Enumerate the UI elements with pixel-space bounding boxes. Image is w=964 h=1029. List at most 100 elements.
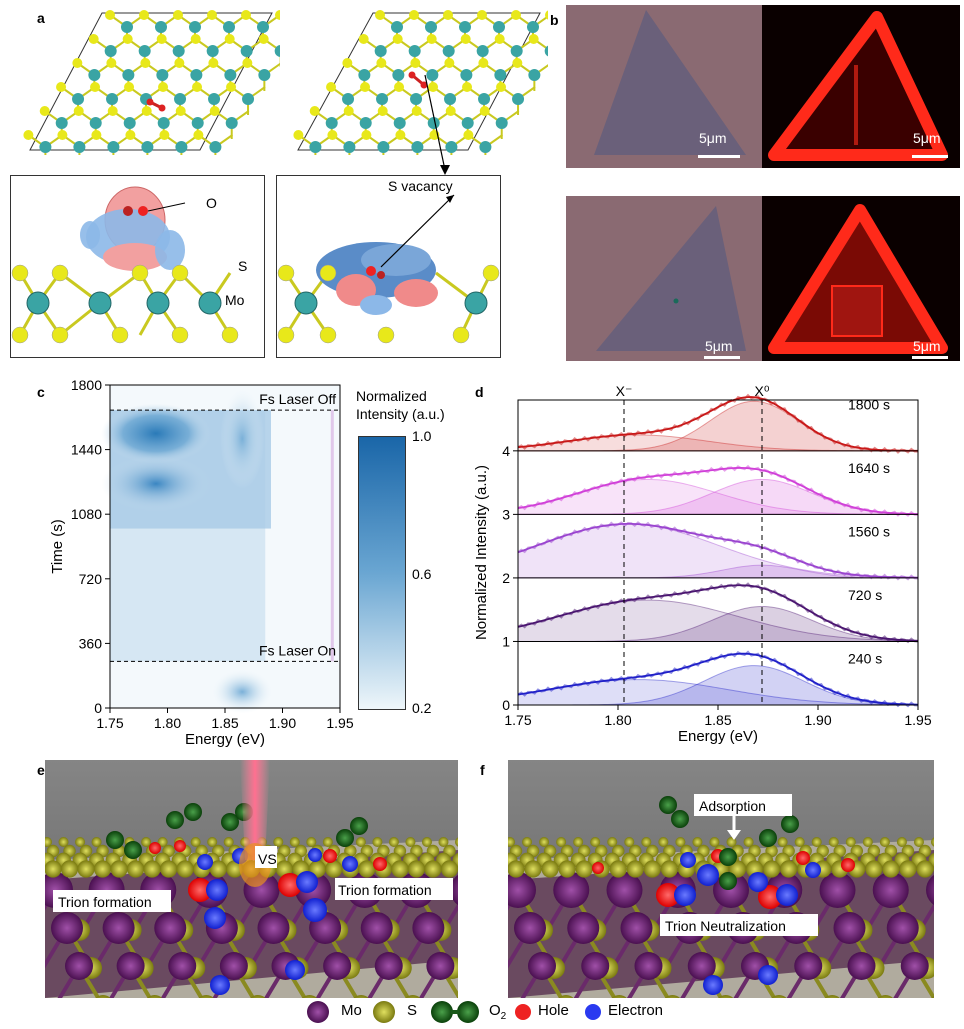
heatmap-edge-strip xyxy=(330,410,334,662)
x-tick-label: 1.90 xyxy=(804,712,831,728)
o2-atom xyxy=(719,848,737,866)
electron xyxy=(342,856,358,872)
hole xyxy=(323,849,337,863)
s-sphere-top xyxy=(709,837,720,847)
s-sphere-top xyxy=(896,837,907,847)
mo-sphere xyxy=(819,872,856,908)
mo-atom xyxy=(343,141,356,153)
heatmap-hotspot-3 xyxy=(220,388,265,489)
electron xyxy=(206,879,228,901)
s-sphere-top xyxy=(223,837,234,847)
sulfur-atom xyxy=(361,130,372,140)
mo-atom xyxy=(495,117,508,129)
y-axis-label: Time (s) xyxy=(49,519,66,573)
y-axis-label: Normalized Intensity (a.u.) xyxy=(473,465,490,640)
sulfur-atom xyxy=(174,58,185,68)
sulfur-atom xyxy=(326,82,337,92)
mo-sphere xyxy=(412,912,445,944)
s-sphere-top xyxy=(455,837,458,847)
mo-atom xyxy=(189,21,201,33)
o2-atom xyxy=(124,841,142,859)
mo-sphere xyxy=(553,872,590,908)
sulfur-atom xyxy=(159,130,170,140)
mo-atom xyxy=(461,117,474,129)
vacancy-arrow xyxy=(424,74,450,175)
panel-a-charge-density-left: O S Mo xyxy=(10,175,265,358)
mo-atom xyxy=(442,45,455,57)
sulfur-atom xyxy=(258,34,269,44)
sulfur-atom xyxy=(528,34,539,44)
panel-b-label: b xyxy=(550,12,559,28)
mo-atom xyxy=(460,69,473,81)
s-sphere-top xyxy=(931,837,934,847)
s-sphere-top xyxy=(127,860,145,878)
sulfur-atom xyxy=(360,82,371,92)
s-sphere-top xyxy=(358,860,376,878)
spectra-chart: 1800 s 1640 s 1560 s 720 s 240 s X⁻ X⁰ 1.75 1.80… xyxy=(473,383,932,745)
sulfur-atom xyxy=(72,58,83,68)
s-sphere xyxy=(147,995,163,998)
mo-atom xyxy=(425,21,437,33)
sulfur-atom xyxy=(358,34,369,44)
hole xyxy=(373,857,387,871)
s-sphere-top xyxy=(777,837,788,847)
mo-atom xyxy=(190,69,203,81)
s-sphere-top xyxy=(508,860,525,878)
legend-mo: Mo xyxy=(341,1002,362,1019)
mo-label: Mo xyxy=(225,292,245,308)
x-axis-label: Energy (eV) xyxy=(678,728,758,745)
mo-sphere xyxy=(514,912,546,944)
s-sphere xyxy=(456,997,458,998)
peak-label: X⁰ xyxy=(755,383,770,399)
mo-atom xyxy=(309,141,322,153)
sulfur-atom xyxy=(139,10,149,20)
s-sphere xyxy=(405,995,421,998)
s-sphere-top xyxy=(424,860,442,878)
s-sphere-top xyxy=(508,837,515,847)
y-tick-label: 1 xyxy=(502,633,510,649)
mo-atom xyxy=(325,117,338,129)
panel-d-label: d xyxy=(475,384,484,400)
s-sphere-top xyxy=(575,860,593,878)
mo-atom xyxy=(512,93,525,105)
o2-atom xyxy=(781,815,799,833)
scale-bar-3: 5μm xyxy=(705,338,733,354)
sulfur-atom xyxy=(209,106,220,116)
mo-atom xyxy=(426,69,439,81)
sulfur-atom xyxy=(428,82,439,92)
s-sphere-top xyxy=(157,837,168,847)
mo-atom xyxy=(510,45,523,57)
y-tick-label: 1440 xyxy=(71,442,102,458)
adsorption-label: Adsorption xyxy=(699,798,766,814)
sulfur-atom xyxy=(207,10,217,20)
sulfur-atom xyxy=(242,58,253,68)
mo-atom xyxy=(156,69,169,81)
schematic-e: VS Trion formation Trion formation xyxy=(45,760,458,998)
s-sphere xyxy=(931,996,934,998)
s-sphere-top xyxy=(743,837,754,847)
hole xyxy=(796,851,810,865)
scale-bar-2: 5μm xyxy=(913,130,941,146)
sulfur-atom xyxy=(56,82,67,92)
sulfur-atom xyxy=(158,82,169,92)
sulfur-atom xyxy=(409,10,419,20)
heatmap-plot-area: Fs Laser Off Fs Laser On 1.75 1.80 1.85 1.90 1… xyxy=(49,377,354,748)
mo-sphere xyxy=(168,952,197,980)
colorbar-tick-3: 0.2 xyxy=(412,700,432,716)
mo-atom xyxy=(478,93,491,105)
mo-atom xyxy=(527,21,539,33)
sulfur-atom xyxy=(241,10,251,20)
sulfur-atom xyxy=(394,82,405,92)
mo-sphere xyxy=(360,912,393,944)
s-sphere-top xyxy=(675,837,686,847)
o2-atom xyxy=(759,829,777,847)
mo-atom xyxy=(39,141,52,153)
hole xyxy=(174,840,186,852)
s-sphere-top xyxy=(539,837,550,847)
sulfur-atom xyxy=(496,82,507,92)
o2-atom xyxy=(336,829,354,847)
vs-label: VS xyxy=(258,851,277,867)
y-tick-label: 0 xyxy=(502,697,510,713)
s-sphere-top xyxy=(388,837,399,847)
s-sphere-top xyxy=(110,860,128,878)
